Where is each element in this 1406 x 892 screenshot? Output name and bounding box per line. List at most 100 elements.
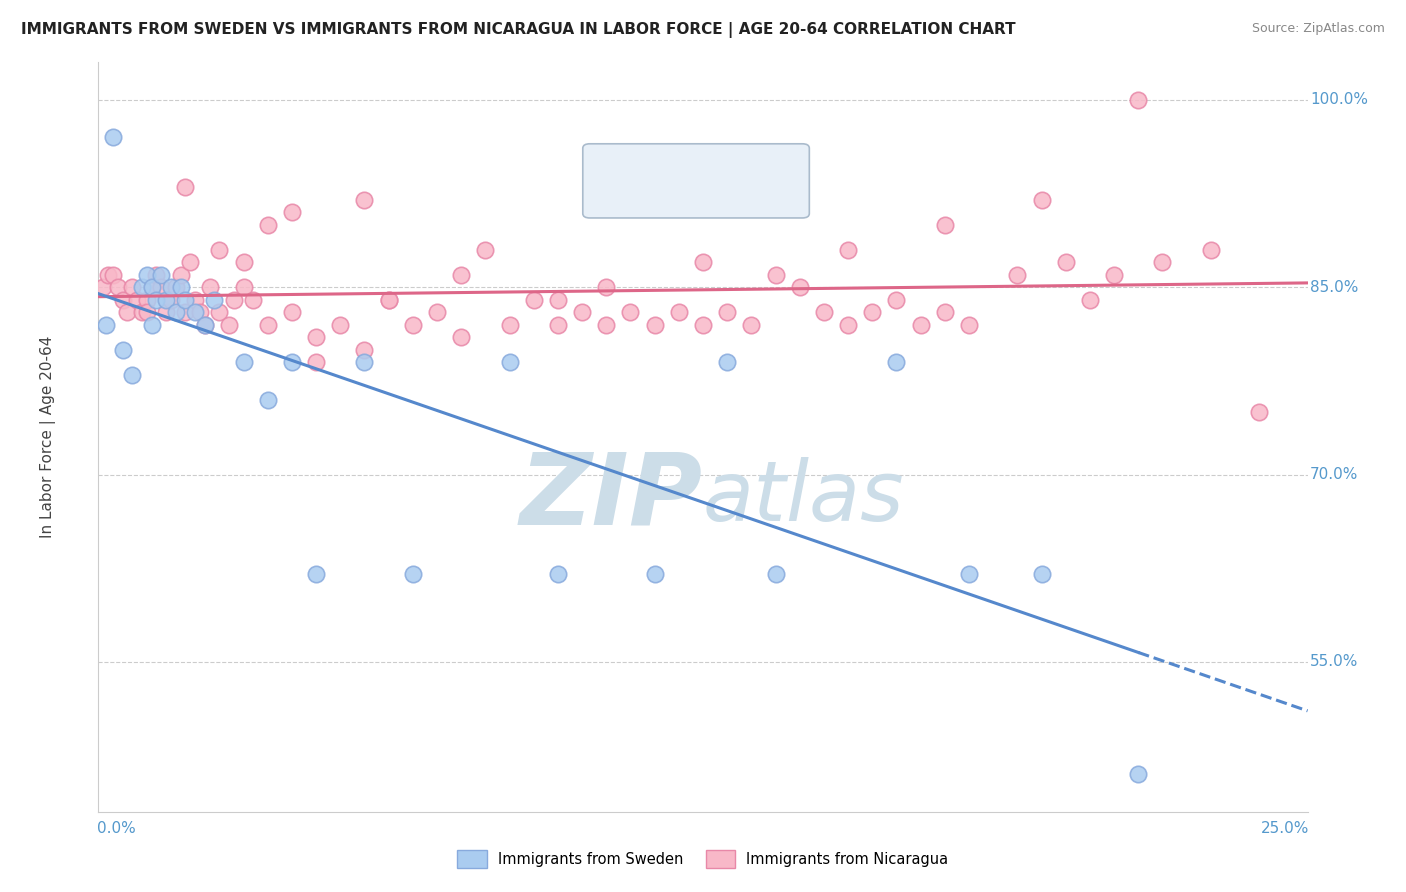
Point — [305, 330, 328, 344]
Point — [194, 318, 217, 332]
Point — [107, 280, 129, 294]
Point — [135, 268, 157, 282]
Point — [208, 305, 231, 319]
Point — [135, 305, 157, 319]
Point — [150, 280, 173, 294]
Point — [155, 293, 177, 307]
Point — [179, 255, 201, 269]
Point — [121, 368, 143, 382]
Point — [595, 318, 617, 332]
Point — [305, 567, 328, 582]
Point — [91, 280, 114, 294]
Point — [716, 305, 738, 319]
Point — [155, 305, 177, 319]
Point — [716, 355, 738, 369]
Point — [402, 318, 425, 332]
Point — [934, 305, 956, 319]
Point — [111, 343, 134, 357]
Text: R =  0.296  N = 82: R = 0.296 N = 82 — [631, 192, 796, 207]
Point — [886, 293, 908, 307]
Point — [740, 318, 762, 332]
Point — [692, 255, 714, 269]
Point — [329, 318, 352, 332]
Point — [150, 268, 173, 282]
Text: R = -0.049  N = 33: R = -0.049 N = 33 — [631, 161, 796, 176]
Point — [242, 293, 264, 307]
Point — [165, 305, 187, 319]
Text: Source: ZipAtlas.com: Source: ZipAtlas.com — [1251, 22, 1385, 36]
Point — [547, 293, 569, 307]
Point — [232, 255, 254, 269]
Point — [789, 280, 811, 294]
Point — [860, 305, 883, 319]
Point — [547, 318, 569, 332]
Point — [668, 305, 690, 319]
Point — [305, 355, 328, 369]
Point — [218, 318, 240, 332]
Point — [165, 280, 187, 294]
Text: IMMIGRANTS FROM SWEDEN VS IMMIGRANTS FROM NICARAGUA IN LABOR FORCE | AGE 20-64 C: IMMIGRANTS FROM SWEDEN VS IMMIGRANTS FRO… — [21, 22, 1015, 38]
Point — [174, 305, 197, 319]
Point — [94, 318, 117, 332]
Point — [188, 305, 211, 319]
Point — [474, 243, 496, 257]
Point — [141, 318, 163, 332]
Point — [1007, 268, 1029, 282]
Point — [232, 355, 254, 369]
Point — [111, 293, 134, 307]
Point — [644, 567, 666, 582]
Point — [160, 293, 183, 307]
Point — [523, 293, 546, 307]
Point — [174, 180, 197, 194]
Point — [97, 268, 120, 282]
Point — [1102, 268, 1125, 282]
Point — [131, 280, 153, 294]
Point — [198, 280, 221, 294]
Point — [1078, 293, 1101, 307]
Point — [101, 268, 124, 282]
Point — [644, 318, 666, 332]
Text: 100.0%: 100.0% — [1310, 93, 1368, 107]
Point — [426, 305, 449, 319]
Point — [281, 305, 304, 319]
Point — [1249, 405, 1271, 419]
Point — [135, 293, 157, 307]
Point — [208, 243, 231, 257]
Point — [1128, 93, 1150, 107]
Point — [141, 280, 163, 294]
Point — [765, 268, 787, 282]
Text: 55.0%: 55.0% — [1310, 655, 1358, 669]
Point — [194, 318, 217, 332]
Point — [837, 318, 859, 332]
Point — [256, 392, 278, 407]
Point — [934, 218, 956, 232]
Point — [377, 293, 399, 307]
Text: 0.0%: 0.0% — [97, 821, 136, 836]
Point — [145, 293, 167, 307]
Text: ZIP: ZIP — [520, 449, 703, 546]
Point — [837, 243, 859, 257]
Point — [1031, 567, 1053, 582]
Point — [910, 318, 932, 332]
Point — [101, 130, 124, 145]
Point — [117, 305, 139, 319]
Point — [204, 293, 226, 307]
Point — [141, 280, 163, 294]
Point — [547, 567, 569, 582]
Point — [450, 268, 472, 282]
Point — [765, 567, 787, 582]
Point — [1199, 243, 1222, 257]
Point — [121, 280, 143, 294]
Point — [1128, 767, 1150, 781]
Point — [184, 305, 207, 319]
Point — [1031, 193, 1053, 207]
Point — [498, 318, 520, 332]
Point — [353, 343, 375, 357]
Text: 25.0%: 25.0% — [1260, 821, 1309, 836]
Point — [256, 318, 278, 332]
Point — [174, 293, 197, 307]
Point — [571, 305, 593, 319]
Point — [184, 293, 207, 307]
Point — [595, 280, 617, 294]
Point — [353, 193, 375, 207]
